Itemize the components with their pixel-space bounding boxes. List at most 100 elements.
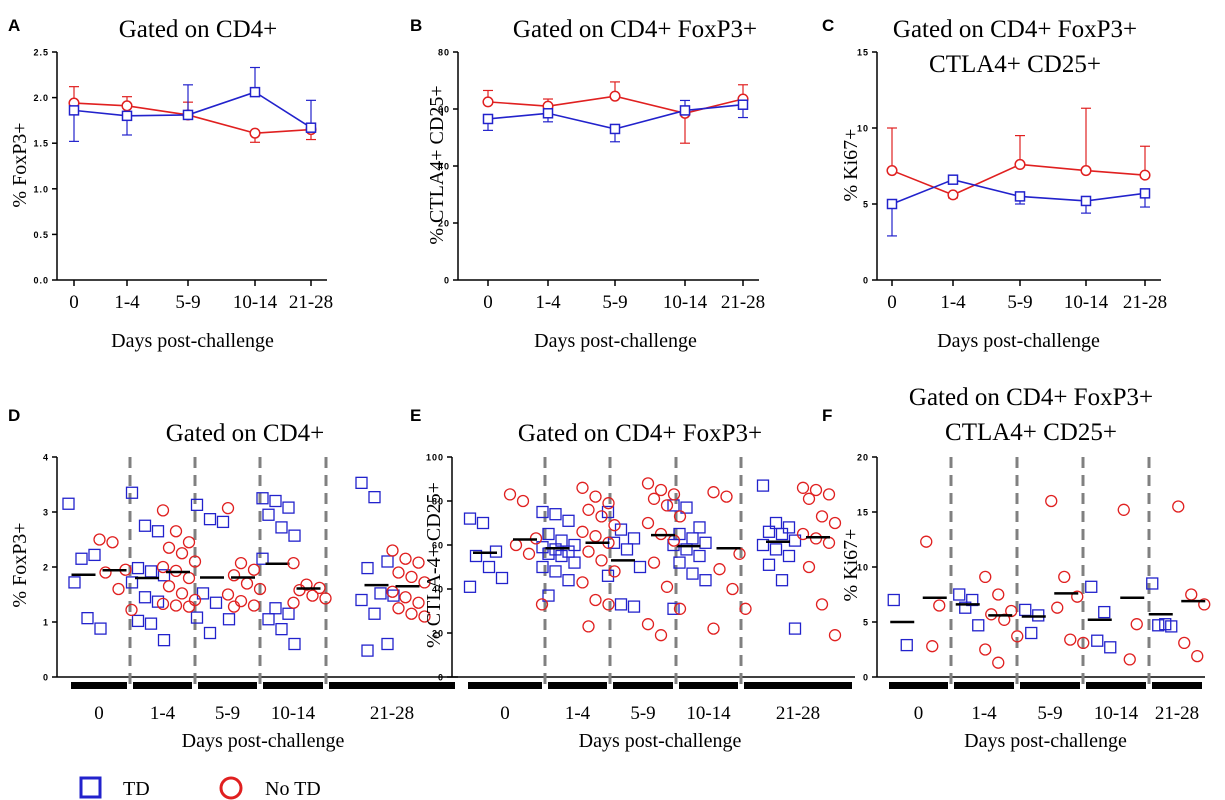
point-no-td <box>654 483 668 497</box>
point-no-td <box>405 607 418 620</box>
point-no-td <box>926 640 939 653</box>
point-no-td <box>386 585 399 598</box>
x-axis-label: Days post-challenge <box>937 330 1100 352</box>
point-no-td <box>979 643 992 656</box>
point-no-td <box>1123 653 1136 666</box>
y-tick-label: 5 <box>863 618 869 628</box>
point-no-td <box>595 510 608 523</box>
group-bar <box>744 682 852 689</box>
point-no-td <box>175 587 189 600</box>
y-tick-label: 10 <box>857 124 869 134</box>
point-td <box>1080 195 1092 207</box>
point-td <box>131 614 145 628</box>
point-td <box>157 569 171 582</box>
y-tick-label: 3 <box>43 508 49 518</box>
x-tick-label: 0 <box>94 703 104 724</box>
point-td <box>900 638 913 652</box>
point-td <box>693 521 706 534</box>
point-no-td <box>815 510 829 523</box>
point-td <box>203 513 217 526</box>
x-tick-label: 10-14 <box>663 292 708 313</box>
point-no-td <box>234 594 248 608</box>
group-bar <box>679 682 738 689</box>
point-no-td <box>1117 503 1130 516</box>
point-no-td <box>1139 169 1151 181</box>
point-no-td <box>175 547 189 560</box>
point-td <box>138 591 152 604</box>
point-no-td <box>1045 494 1058 508</box>
point-td <box>288 637 301 651</box>
point-no-td <box>576 576 589 589</box>
chart-title: Gated on CD4+ FoxP3+ <box>909 384 1153 411</box>
point-td <box>886 198 898 210</box>
legend: TD No TD <box>79 776 321 800</box>
x-tick-label: 21-28 <box>721 292 765 313</box>
point-no-td <box>522 547 536 560</box>
x-tick-label: 1-4 <box>940 292 966 313</box>
point-td <box>756 479 770 492</box>
point-td <box>361 644 374 657</box>
point-no-td <box>405 570 418 584</box>
point-td <box>775 574 789 587</box>
point-no-td <box>1011 630 1024 643</box>
x-tick-label: 1-4 <box>971 703 997 724</box>
point-no-td <box>707 486 720 499</box>
group-bar <box>133 682 192 689</box>
x-tick-label: 0 <box>887 292 897 313</box>
point-td <box>288 529 301 542</box>
point-td <box>381 555 394 568</box>
point-no-td <box>188 555 202 568</box>
point-td <box>1085 580 1098 593</box>
point-td <box>262 613 275 626</box>
point-td <box>269 494 282 508</box>
point-td <box>542 108 554 119</box>
point-td <box>144 565 158 578</box>
point-td <box>88 548 101 562</box>
legend-td-marker <box>79 776 102 799</box>
point-td <box>131 561 145 575</box>
point-no-td <box>1130 618 1143 631</box>
y-tick-label: 40 <box>438 162 450 172</box>
x-tick-label: 5-9 <box>1037 703 1062 724</box>
point-no-td <box>106 536 119 549</box>
point-td <box>282 501 295 514</box>
point-no-td <box>608 565 621 578</box>
point-td <box>256 552 269 565</box>
point-td <box>562 574 575 587</box>
point-td <box>614 598 628 611</box>
point-td <box>256 492 269 505</box>
y-axis-label: % Ki67+ <box>840 529 862 602</box>
group-bar <box>889 682 948 689</box>
point-no-td <box>1051 601 1064 614</box>
point-td <box>633 560 647 574</box>
point-no-td <box>647 492 661 505</box>
y-tick-label: 20 <box>857 453 869 463</box>
point-no-td <box>1191 649 1204 663</box>
chart-title: CTLA4+ CD25+ <box>945 419 1117 446</box>
point-no-td <box>99 566 112 579</box>
point-td <box>769 543 783 556</box>
point-no-td <box>412 556 425 569</box>
point-no-td <box>509 538 523 552</box>
x-tick-label: 21-28 <box>1155 703 1199 724</box>
panel-letter: C <box>822 16 834 35</box>
point-no-td <box>720 490 733 503</box>
point-no-td <box>535 598 549 611</box>
panel-letter: D <box>8 406 20 425</box>
point-no-td <box>125 603 138 617</box>
x-tick-label: 10-14 <box>1094 703 1139 724</box>
point-td <box>125 576 139 589</box>
legend-no-td-marker <box>219 776 243 800</box>
point-no-td <box>576 481 589 494</box>
point-no-td <box>660 499 674 512</box>
point-td <box>1139 188 1151 199</box>
point-no-td <box>979 570 992 584</box>
x-tick-label: 0 <box>483 292 493 313</box>
point-td <box>549 508 562 521</box>
point-td <box>209 596 223 609</box>
point-no-td <box>253 582 267 596</box>
point-td <box>81 612 94 625</box>
point-no-td <box>412 596 425 609</box>
point-no-td <box>399 591 412 604</box>
point-td <box>699 574 712 587</box>
